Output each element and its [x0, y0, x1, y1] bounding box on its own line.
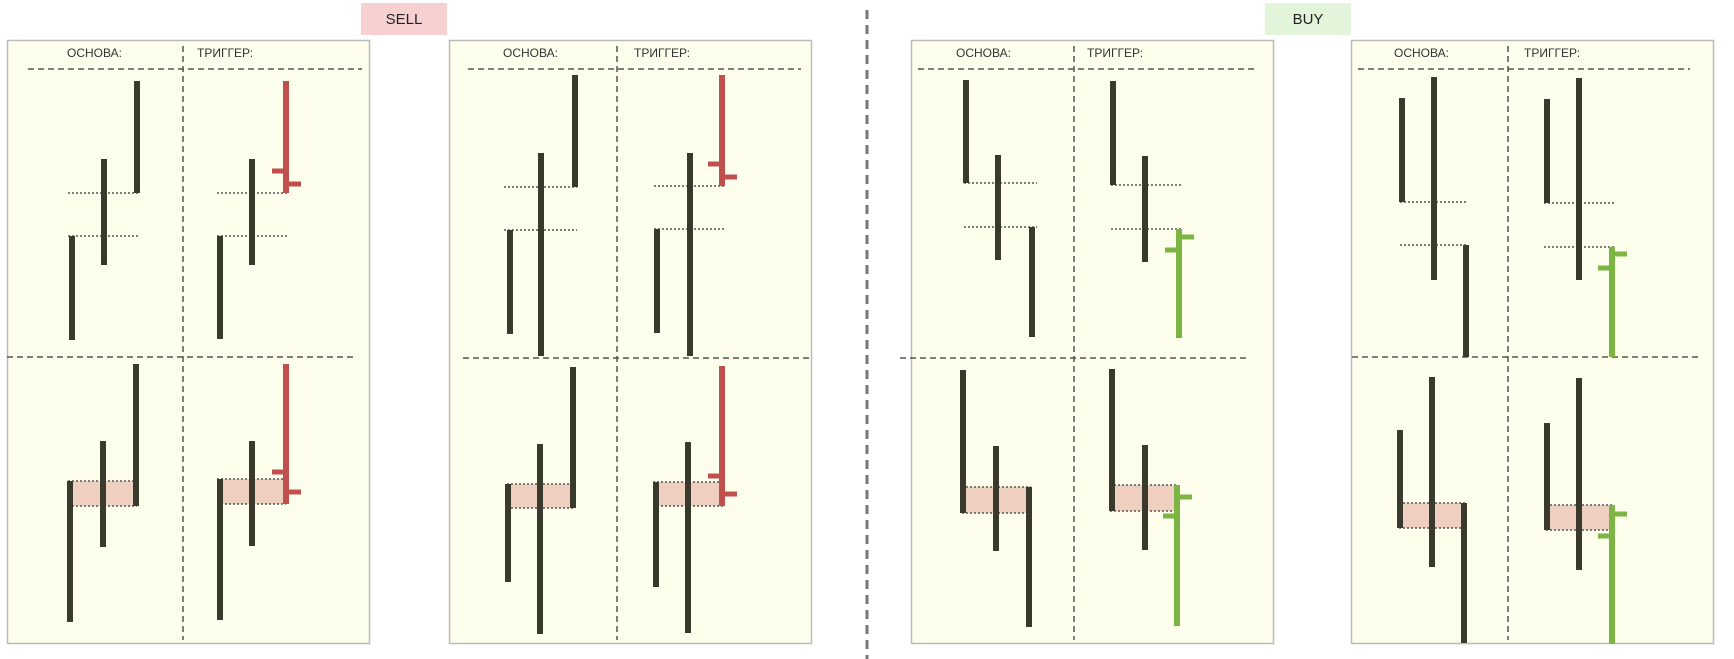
panel-1-trigger-header: ТРИГГЕР: — [197, 46, 254, 60]
sell-badge: SELL — [385, 10, 423, 28]
buy-badge: BUY — [1292, 10, 1324, 28]
panel-1 — [6, 39, 371, 645]
panel-1-base-header: ОСНОВА: — [67, 46, 122, 60]
panel-2-trigger-header: ТРИГГЕР: — [634, 46, 691, 60]
panel-3 — [910, 39, 1275, 645]
panel-2-base-header: ОСНОВА: — [503, 46, 558, 60]
panel-4-trigger-header: ТРИГГЕР: — [1524, 46, 1581, 60]
panel-4-base-header: ОСНОВА: — [1394, 46, 1449, 60]
buy-badge-bg — [1265, 3, 1351, 35]
panel-2 — [448, 39, 813, 645]
panel-3-trigger-header: ТРИГГЕР: — [1087, 46, 1144, 60]
panel-3-base-header: ОСНОВА: — [956, 46, 1011, 60]
sell-badge-bg — [361, 3, 447, 35]
panel-4 — [1350, 39, 1715, 645]
